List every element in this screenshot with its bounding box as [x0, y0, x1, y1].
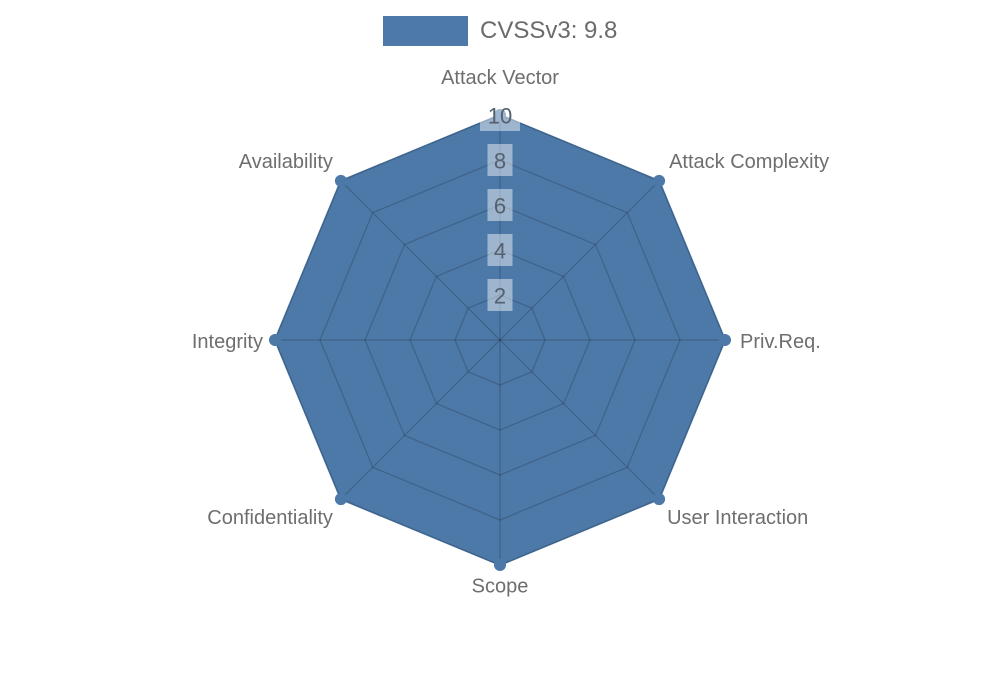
r-tick-label: 8: [494, 149, 506, 174]
r-tick-label: 10: [488, 104, 512, 129]
r-tick-bg: [480, 99, 520, 131]
legend[interactable]: CVSSv3: 9.8: [383, 16, 617, 46]
axis-label-scope: Scope: [472, 576, 529, 598]
data-point-marker: [334, 493, 347, 506]
r-tick-bg: [487, 189, 513, 221]
r-tick-label: 4: [494, 239, 506, 264]
r-tick-label: 6: [494, 194, 506, 219]
grid-ring: [454, 294, 546, 386]
axis-spoke: [499, 180, 660, 341]
data-point-marker: [494, 559, 506, 571]
grid-ring: [364, 204, 636, 476]
axis-spoke: [499, 339, 660, 500]
axis-spoke: [340, 180, 501, 341]
axis-label-priv-req: Priv.Req.: [740, 331, 821, 353]
data-point-marker: [653, 493, 666, 506]
axis-label-confidentiality: Confidentiality: [207, 507, 333, 529]
axis-label-attack-vector: Attack Vector: [441, 67, 559, 89]
data-point-marker: [269, 334, 281, 346]
data-point-marker: [334, 174, 347, 187]
legend-swatch[interactable]: [383, 16, 468, 46]
r-tick-bg: [487, 234, 513, 266]
axis-label-attack-complexity: Attack Complexity: [669, 151, 829, 173]
data-point-marker: [719, 334, 731, 346]
data-point-marker: [653, 174, 666, 187]
grid-ring: [319, 159, 681, 521]
r-tick-bg: [487, 279, 513, 311]
legend-label[interactable]: CVSSv3: 9.8: [480, 17, 618, 44]
axis-label-integrity: Integrity: [192, 331, 263, 353]
data-point-marker: [494, 109, 506, 121]
r-tick-label: 2: [494, 284, 506, 309]
grid-ring: [409, 249, 591, 431]
r-tick-bg: [487, 144, 513, 176]
axis-spoke: [340, 339, 501, 500]
axis-label-user-interaction: User Interaction: [667, 507, 808, 529]
axis-label-availability: Availability: [239, 151, 333, 173]
